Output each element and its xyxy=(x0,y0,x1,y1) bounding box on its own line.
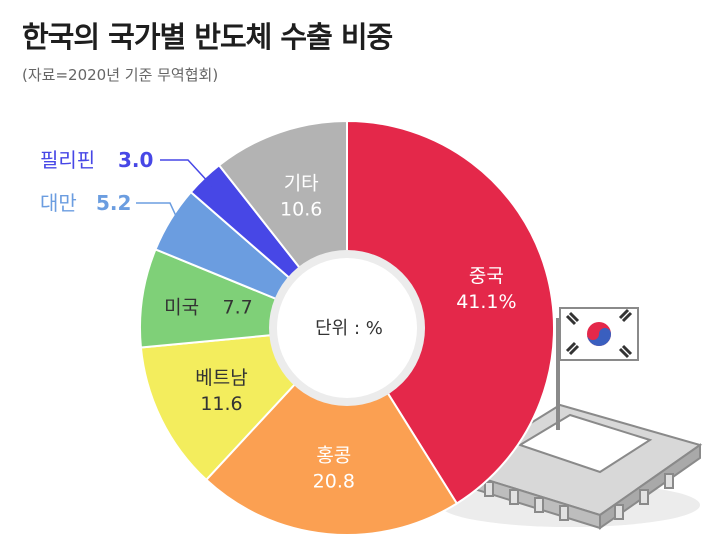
leader-line xyxy=(136,202,181,226)
slice-value-label: 41.1% xyxy=(456,291,516,313)
outside-slice-label: 대만 xyxy=(40,191,77,215)
chip-illustration xyxy=(440,307,703,530)
slice-value-label: 10.6 xyxy=(280,199,322,221)
slice-label: 베트남 xyxy=(195,367,247,389)
outside-slice-label: 필리핀 xyxy=(40,148,95,172)
slice-label: 홍콩 xyxy=(316,444,351,466)
slice-label: 기타 xyxy=(284,173,319,195)
slice-value-label: 20.8 xyxy=(313,470,355,492)
slice-label: 중국 xyxy=(469,265,504,287)
chart-subtitle: (자료=2020년 기준 무역협회) xyxy=(22,66,219,84)
pie-slice xyxy=(346,119,555,505)
donut-hole xyxy=(277,258,417,398)
outside-slice-value: 3.0 xyxy=(118,148,153,172)
chart-title: 한국의 국가별 반도체 수출 비중 xyxy=(22,20,393,54)
slice-value-label: 11.6 xyxy=(200,393,242,415)
center-unit-label: 단위 : % xyxy=(315,318,383,339)
slice-label: 미국 xyxy=(164,297,199,319)
taeguk-flag-icon xyxy=(565,308,633,359)
outside-slice-value: 5.2 xyxy=(96,191,131,215)
pie-slice xyxy=(204,326,459,536)
slice-value-label: 7.7 xyxy=(222,297,252,319)
leader-line xyxy=(160,159,213,187)
